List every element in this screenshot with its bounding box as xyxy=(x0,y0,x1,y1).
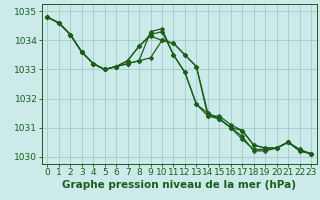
X-axis label: Graphe pression niveau de la mer (hPa): Graphe pression niveau de la mer (hPa) xyxy=(62,180,296,190)
